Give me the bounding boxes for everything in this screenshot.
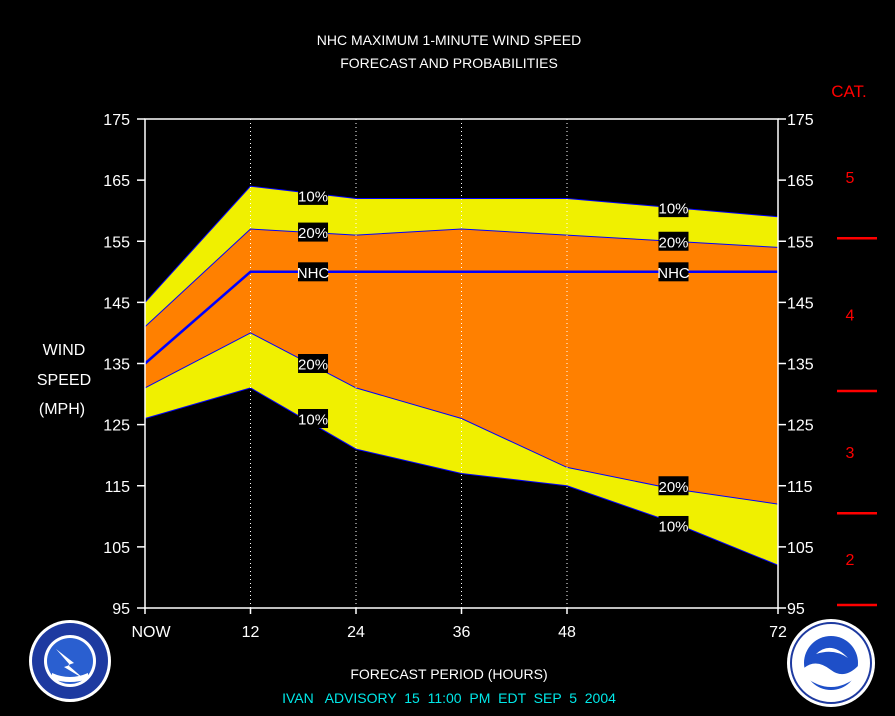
series-label: 20% [298, 357, 328, 374]
series-label-box [298, 409, 329, 429]
series-label: 20% [658, 479, 688, 496]
y-tick-label-right: 165 [787, 173, 814, 190]
category-label: 5 [846, 170, 855, 187]
y-tick-label-left: 165 [103, 173, 130, 190]
x-axis-label: FORECAST PERIOD (HOURS) [350, 666, 547, 682]
category-label: 2 [846, 552, 855, 569]
series-label: 10% [298, 188, 328, 205]
series-label: NHC [297, 265, 330, 282]
x-tick-label: 36 [453, 624, 471, 641]
series-label-box [658, 198, 689, 218]
series-label-box [298, 222, 329, 242]
x-tick-label: 24 [347, 624, 365, 641]
series-label: 10% [298, 412, 328, 429]
series-label-box [298, 354, 329, 373]
series-label-box [658, 231, 689, 251]
y-tick-label-right: 105 [787, 540, 814, 557]
y-tick-label-right: 115 [787, 479, 813, 496]
series-label-box [298, 185, 329, 205]
series-label: 20% [658, 234, 688, 251]
y-tick-label-left: 115 [104, 479, 130, 496]
y-tick-label-right: 135 [787, 357, 814, 374]
series-label-box [658, 262, 689, 282]
y-tick-label-left: 145 [103, 295, 130, 312]
chart-title-line2: FORECAST AND PROBABILITIES [340, 55, 558, 71]
y-tick-label-right: 145 [787, 295, 814, 312]
series-label-box [658, 515, 689, 535]
nws-logo [29, 620, 111, 702]
y-tick-label-left: 155 [103, 234, 130, 251]
x-tick-label: 48 [558, 624, 576, 641]
series-label: 10% [658, 518, 688, 535]
y-tick-label-left: 95 [112, 601, 130, 618]
y-tick-label-left: 105 [103, 540, 130, 557]
x-tick-label: 72 [769, 624, 787, 641]
category-header: CAT. [831, 82, 867, 101]
category-label: 4 [846, 308, 855, 325]
x-tick-label: 12 [242, 624, 260, 641]
series-label-box [658, 476, 689, 496]
chart-title-line1: NHC MAXIMUM 1-MINUTE WIND SPEED [317, 32, 581, 48]
y-tick-label-left: 175 [103, 112, 130, 129]
series-label-box [298, 262, 329, 282]
y-axis-label-line1: WIND [43, 342, 86, 359]
y-tick-label-left: 125 [103, 418, 130, 435]
category-label: 3 [846, 445, 855, 462]
y-axis-label-line2: SPEED [37, 372, 91, 389]
advisory-line: IVAN ADVISORY 15 11:00 PM EDT SEP 5 2004 [282, 690, 616, 706]
x-tick-label: NOW [131, 624, 171, 641]
y-tick-label-right: 95 [787, 601, 805, 618]
y-axis-label-line3: (MPH) [39, 401, 85, 418]
series-label: 20% [298, 225, 328, 242]
y-tick-label-right: 155 [787, 234, 814, 251]
band-20-percent [145, 229, 778, 505]
noaa-logo [787, 619, 875, 707]
y-tick-label-left: 135 [103, 357, 130, 374]
y-tick-label-right: 125 [787, 418, 814, 435]
series-label: 10% [658, 201, 688, 218]
y-tick-label-right: 175 [787, 112, 814, 129]
series-label: NHC [657, 265, 690, 282]
